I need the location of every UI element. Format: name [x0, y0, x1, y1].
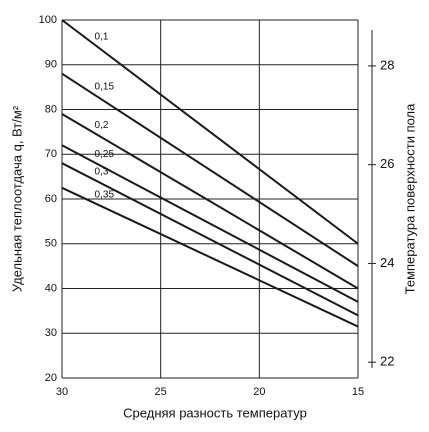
series-line: [61, 144, 359, 303]
series-label: 0,25: [95, 149, 115, 160]
series-line: [61, 19, 359, 245]
x-tick-label: 30: [56, 386, 68, 398]
series-line: [61, 162, 359, 317]
series-line: [61, 186, 359, 328]
y2-axis-title: Температура поверхности пола: [402, 103, 417, 294]
y2-tick-label: 26: [380, 156, 394, 171]
series-label: 0,35: [95, 190, 115, 201]
x-tick-label: 15: [352, 386, 364, 398]
y-axis-title: Удельная теплоотдача q, Вт/м²: [9, 105, 24, 292]
y-tick-label: 30: [45, 327, 57, 339]
series-label: 0,15: [95, 82, 115, 93]
y-tick-label: 70: [45, 148, 57, 160]
y-tick-label: 40: [45, 282, 57, 294]
x-tick-label: 20: [253, 386, 265, 398]
x-tick-label: 25: [155, 386, 167, 398]
series-label: 0,3: [95, 167, 109, 178]
x-axis-title: Средняя разность температур: [123, 405, 307, 420]
y2-tick-label: 22: [380, 354, 394, 369]
series-label: 0,1: [95, 31, 109, 42]
series-line: [61, 113, 359, 290]
y-tick-label: 60: [45, 193, 57, 205]
y-tick-label: 90: [45, 59, 57, 71]
y-tick-label: 50: [45, 238, 57, 250]
y-tick-label: 80: [45, 103, 57, 115]
series-line: [61, 72, 359, 267]
y2-tick-label: 28: [380, 57, 394, 72]
y2-tick-label: 24: [380, 255, 394, 270]
series-label: 0,2: [95, 120, 109, 131]
y-tick-label: 100: [39, 14, 57, 26]
y-tick-label: 20: [45, 372, 57, 384]
